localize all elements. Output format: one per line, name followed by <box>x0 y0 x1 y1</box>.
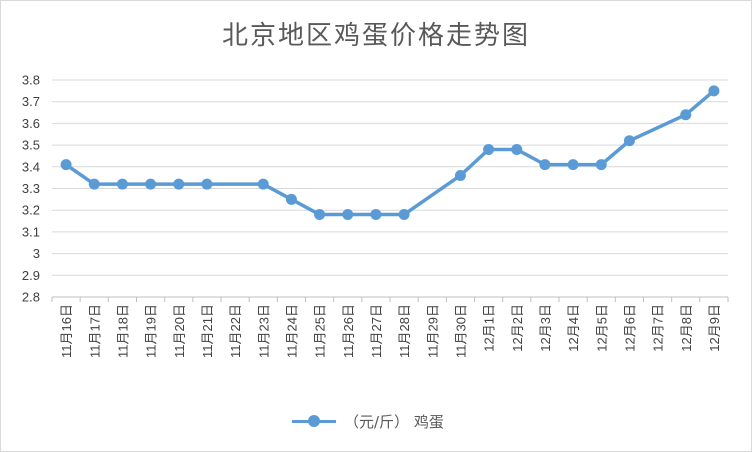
x-tick-label: 12月8日 <box>679 304 694 352</box>
x-tick-label: 11月23日 <box>256 304 271 358</box>
x-tick-label: 11月19日 <box>144 304 159 358</box>
y-tick-label: 3.3 <box>22 181 40 196</box>
y-tick-label: 3 <box>33 246 40 261</box>
x-tick-label: 11月21日 <box>200 304 215 358</box>
x-tick-label: 11月24日 <box>284 304 299 358</box>
data-point <box>60 159 72 171</box>
y-tick-label: 3.2 <box>22 203 40 218</box>
data-point <box>285 193 297 205</box>
data-point <box>370 209 382 221</box>
x-tick-label: 11月28日 <box>397 304 412 358</box>
x-tick-label: 11月29日 <box>425 304 440 358</box>
x-tick-label: 12月4日 <box>566 304 581 352</box>
data-point <box>398 209 410 221</box>
legend: （元/斤） 鸡蛋 <box>292 410 444 432</box>
legend-label: （元/斤） 鸡蛋 <box>344 412 444 431</box>
data-point <box>708 85 720 97</box>
legend-marker-icon <box>292 414 336 428</box>
x-tick-label: 11月18日 <box>115 304 130 358</box>
data-point <box>623 135 635 147</box>
x-tick-label: 12月9日 <box>707 304 722 352</box>
y-tick-label: 2.9 <box>22 268 40 283</box>
data-point <box>680 109 692 121</box>
data-point <box>595 159 607 171</box>
x-tick-label: 12月5日 <box>594 304 609 352</box>
data-point <box>511 143 523 155</box>
x-tick-label: 12月6日 <box>622 304 637 352</box>
x-tick-label: 11月26日 <box>341 304 356 358</box>
x-tick-label: 11月20日 <box>172 304 187 358</box>
data-point <box>257 178 269 190</box>
x-tick-label: 11月27日 <box>369 304 384 358</box>
data-point <box>173 178 185 190</box>
data-point <box>116 178 128 190</box>
x-tick-label: 11月25日 <box>313 304 328 358</box>
data-point <box>539 159 551 171</box>
y-tick-label: 3.8 <box>22 73 40 88</box>
series-line <box>65 89 716 217</box>
data-point <box>314 209 326 221</box>
y-tick-label: 3.4 <box>22 159 40 174</box>
data-point <box>454 169 466 181</box>
y-tick-label: 3.1 <box>22 224 40 239</box>
data-point <box>483 143 495 155</box>
data-point <box>88 178 100 190</box>
x-tick-label: 11月22日 <box>228 304 243 358</box>
data-point <box>342 209 354 221</box>
chart-title: 北京地区鸡蛋价格走势图 <box>221 21 530 51</box>
x-tick-label: 12月7日 <box>651 304 666 352</box>
x-tick-label: 12月1日 <box>482 304 497 352</box>
y-tick-label: 3.5 <box>22 138 40 153</box>
x-tick-label: 11月30日 <box>453 304 468 358</box>
data-point <box>567 159 579 171</box>
data-point <box>145 178 157 190</box>
y-tick-label: 3.7 <box>22 94 40 109</box>
data-point <box>201 178 213 190</box>
x-tick-label: 11月16日 <box>59 304 74 358</box>
y-tick-label: 3.6 <box>22 116 40 131</box>
x-tick-label: 12月3日 <box>538 304 553 352</box>
x-tick-label: 12月2日 <box>510 304 525 352</box>
x-tick-label: 11月17日 <box>87 304 102 358</box>
y-tick-label: 2.8 <box>22 290 40 305</box>
